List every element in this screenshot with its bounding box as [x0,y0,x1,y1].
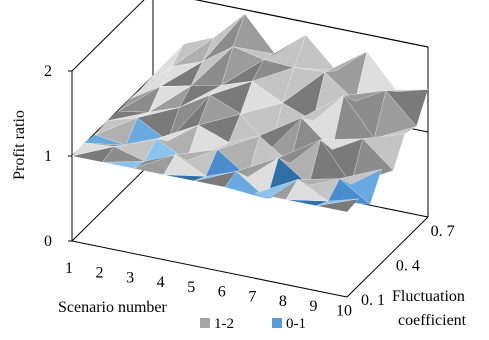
x-tick-label: 5 [187,279,195,296]
legend-swatch-1-2 [200,318,210,328]
surface-facet [71,142,115,157]
x-axis-line [71,240,348,298]
x-tick-label: 3 [126,269,134,286]
surface-facet [129,66,173,100]
surface-facet [293,34,337,72]
legend-label-0-1: 0-1 [286,316,306,332]
y-axis-line [346,216,429,298]
z-tick-label: 1 [44,148,52,165]
surface-facet [224,171,268,200]
surface-facet [132,154,176,169]
surface-facet [198,94,241,126]
surface-facet [178,85,222,108]
z-tick-labels: 0 1 2 [44,63,72,250]
legend-label-1-2: 1-2 [214,316,234,332]
surface-plot [71,13,429,213]
x-tick-label: 6 [218,284,226,301]
surface-facet [118,86,161,112]
surface-facet [301,95,344,122]
surface-facet [202,13,245,62]
back-wall-gridline [194,0,429,48]
surface-facet [83,134,126,146]
x-tick-label: 7 [248,288,256,305]
surface-facet [167,94,211,142]
surface-facet [94,117,138,135]
y-axis-label-line2: coefficient [398,312,467,329]
legend: 1-2 0-1 [200,316,306,332]
surface-facet [278,139,321,164]
surface-facet [316,198,359,206]
z-tick-label: 2 [44,63,52,80]
surface-facet [362,133,405,139]
surface-facet [342,90,386,102]
z-tick-label: 0 [44,233,52,250]
y-tick-label: 0. 7 [431,223,455,240]
y-tick-label: 0. 1 [361,292,385,309]
surface-facet [254,179,298,200]
surface-facet [263,34,306,60]
surface-facet [235,157,279,178]
surface-facet [221,46,265,86]
surface-facet [285,179,329,202]
surface-facet [194,171,237,182]
z-axis-label: Profit ratio [11,110,28,180]
surface-facet [385,89,429,93]
surface-facet [171,37,215,67]
surface-facet [156,124,199,142]
surface-facet [320,138,363,150]
x-tick-label: 9 [309,298,317,315]
x-tick-labels: 1 2 3 4 5 6 7 8 9 10 [65,260,352,320]
surface-facet [141,43,184,89]
surface-facet [106,110,149,122]
surface-facet [338,169,382,185]
surface-facet [374,90,417,139]
surface-facet [232,13,276,55]
surface-facet [324,51,368,73]
surface-facet [251,59,295,82]
x-tick-label: 10 [336,303,352,320]
x-tick-label: 2 [96,265,104,282]
surface-facet [159,61,203,87]
x-tick-label: 1 [65,260,73,277]
floor-left-edge [71,160,154,242]
surface-facet [240,80,284,115]
surface-facet [102,146,145,163]
x-tick-label: 8 [279,293,287,310]
surface-facet [190,46,234,86]
legend-swatch-0-1 [272,318,282,328]
back-top-edge [194,0,429,48]
left-wall-gridline [71,0,145,72]
surface-facet [282,67,326,104]
surface-facet [148,85,192,113]
surface-facet [209,81,253,96]
surface-facet [297,178,340,186]
surface-facet [114,138,157,147]
chart-frame-front [71,216,429,298]
surface-facet [137,107,180,118]
surface-facet [163,154,207,177]
surface-facet [217,135,260,150]
y-tick-label: 0. 4 [396,258,420,275]
y-tick-labels: 0. 1 0. 4 0. 7 [361,223,455,309]
x-axis-label: Scenario number [58,299,168,316]
surface-facet [174,149,218,161]
x-tick-label: 4 [157,274,165,291]
y-axis-label-line1: Fluctuation [392,288,465,305]
